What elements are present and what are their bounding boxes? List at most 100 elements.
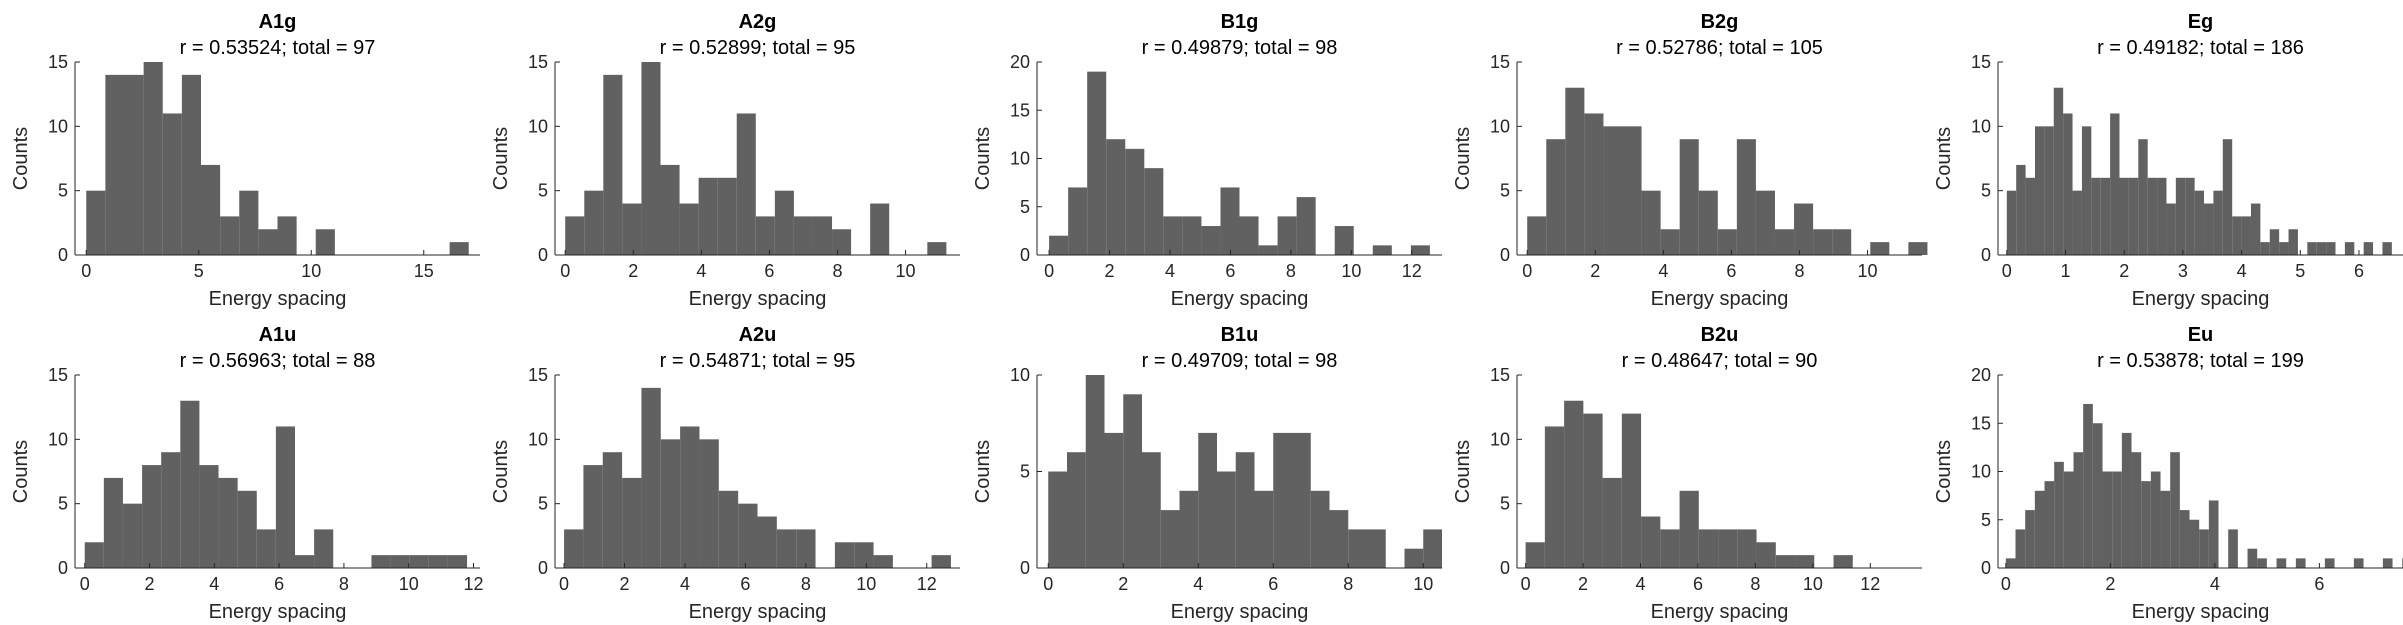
histogram-bar [2150, 471, 2161, 568]
histogram-bar [315, 229, 335, 255]
histogram-bar [258, 229, 278, 255]
x-tick-label: 10 [399, 574, 419, 594]
histogram-bar [698, 177, 718, 255]
histogram-bar [161, 452, 181, 568]
x-tick-label: 0 [1521, 574, 1531, 594]
chart-panel-eg: 0 1 2 3 4 5 6 0 5 10 15 Eg r = 0.49182; total = 186 E… [1933, 11, 2403, 310]
y-tick-label: 5 [1500, 181, 1510, 201]
x-axis-label: Energy spacing [1171, 288, 1309, 310]
histogram-bar [854, 542, 874, 568]
histogram-bar [1410, 245, 1430, 255]
x-tick-label: 0 [80, 574, 90, 594]
histogram-bar [2063, 113, 2073, 255]
x-tick-label: 0 [1043, 574, 1053, 594]
x-tick-label: 4 [2210, 574, 2220, 594]
histogram-bar [2102, 471, 2113, 568]
histogram-bar [1048, 471, 1067, 568]
histogram-bar [1423, 529, 1442, 568]
histogram-bar [2279, 242, 2289, 255]
histogram-bar [2175, 177, 2186, 255]
x-axis-label: Energy spacing [689, 288, 827, 310]
histogram-bar [1813, 229, 1833, 255]
y-tick-label: 15 [1971, 413, 1991, 433]
x-tick-label: 4 [1165, 261, 1175, 281]
histogram-bar [796, 529, 816, 568]
histogram-bar [2054, 461, 2064, 568]
chart-subtitle: r = 0.52786; total = 105 [1616, 37, 1823, 59]
histogram-bar [660, 164, 680, 255]
x-axis-label: Energy spacing [2132, 288, 2270, 310]
x-tick-label: 6 [1268, 574, 1278, 594]
histogram-bar [1258, 245, 1278, 255]
chart-panel-b2g: 0 2 4 6 8 10 0 5 10 15 B2g r = 0.52786; total = 105… [1452, 11, 1928, 310]
chart-subtitle: r = 0.49709; total = 98 [1142, 350, 1338, 372]
x-axis-label: Energy spacing [2132, 601, 2270, 623]
histogram-bar [602, 452, 623, 568]
histogram-bar [2247, 548, 2258, 568]
histogram-bar [162, 113, 182, 255]
histogram-bar [2213, 190, 2223, 255]
histogram-bar [1087, 71, 1107, 256]
x-tick-label: 6 [2314, 574, 2324, 594]
histogram-bar [2260, 242, 2270, 255]
histogram-bar [1329, 510, 1349, 568]
histogram-bar [1125, 148, 1145, 255]
y-axis-label: Counts [972, 127, 994, 190]
histogram-bar [2157, 177, 2167, 255]
x-tick-label: 8 [832, 261, 842, 281]
histogram-bar [564, 529, 584, 568]
histogram-bar [812, 216, 833, 255]
x-tick-label: 2 [1578, 574, 1588, 594]
x-tick-label: 8 [1750, 574, 1760, 594]
histogram-bar [1067, 452, 1086, 568]
histogram-bar [218, 477, 238, 568]
histogram-bar [1795, 555, 1815, 568]
histogram-bar [2363, 242, 2374, 255]
chart-panel-eu: 0 2 4 6 0 5 10 15 20 Eu r = 0.53878; total = 199 En… [1933, 324, 2403, 623]
histogram-bar [143, 62, 163, 255]
histogram-bar [1348, 529, 1367, 568]
chart-title: Eg [2188, 11, 2214, 33]
x-tick-label: 6 [1726, 261, 1736, 281]
histogram-bar [1163, 216, 1183, 255]
chart-panel-a1u: 0 2 4 6 8 10 12 0 5 10 15 A1u r = 0.56963; total = 8… [10, 324, 484, 623]
histogram-bar [1546, 139, 1566, 255]
x-tick-label: 12 [1860, 574, 1880, 594]
histogram-bar [1198, 432, 1217, 568]
histogram-bar [2128, 177, 2139, 255]
histogram-bar [699, 439, 719, 568]
histogram-bar [776, 529, 797, 568]
histogram-bar [584, 190, 604, 255]
x-tick-label: 10 [896, 261, 916, 281]
x-tick-label: 2 [620, 574, 630, 594]
y-tick-label: 0 [1981, 245, 1991, 265]
x-tick-label: 10 [1858, 261, 1878, 281]
histogram-bar [2141, 481, 2151, 568]
histogram-bar [1718, 529, 1738, 568]
histogram-bar [239, 190, 259, 255]
histogram-bar [1367, 529, 1386, 568]
histogram-bar [2199, 529, 2209, 568]
histogram-bar [1737, 529, 1757, 568]
histogram-bar [718, 490, 739, 568]
x-tick-label: 0 [2002, 261, 2012, 281]
y-tick-label: 15 [1490, 52, 1510, 72]
histogram-bar [2091, 177, 2101, 255]
x-tick-label: 4 [1658, 261, 1668, 281]
chart-panel-a1g: 0 5 10 15 0 5 10 15 A1g r = 0.53524; total = 97 En… [10, 11, 480, 310]
histogram-bar [1277, 216, 1297, 255]
chart-title: A1g [259, 11, 297, 33]
histogram-bar [447, 555, 468, 568]
histogram-bar [2025, 510, 2035, 568]
x-tick-label: 5 [194, 261, 204, 281]
histogram-bar [1217, 471, 1236, 568]
histogram-bar [2160, 490, 2171, 568]
x-tick-label: 5 [2295, 261, 2305, 281]
histogram-bar [449, 242, 469, 255]
y-tick-label: 10 [1971, 462, 1991, 482]
histogram-bar [2100, 177, 2111, 255]
y-tick-label: 10 [1010, 149, 1030, 169]
chart-title: A2g [739, 11, 777, 33]
histogram-bar [275, 426, 295, 568]
